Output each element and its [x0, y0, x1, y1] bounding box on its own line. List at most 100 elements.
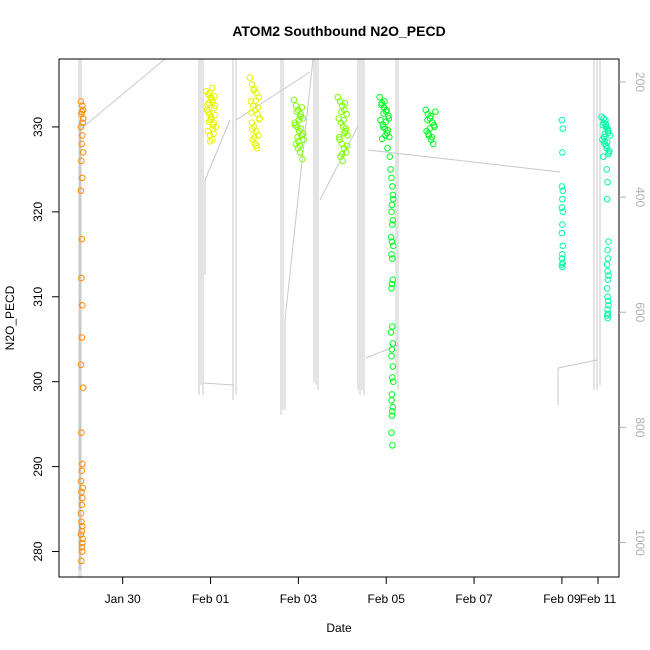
data-point	[387, 329, 395, 336]
data-point	[78, 110, 85, 118]
data-point	[208, 84, 216, 92]
data-point	[386, 153, 394, 160]
data-point	[389, 217, 397, 224]
data-point	[207, 116, 214, 124]
data-point	[388, 251, 395, 258]
data-point	[558, 183, 566, 190]
data-point	[389, 195, 397, 203]
data-point	[78, 108, 86, 115]
data-point	[600, 115, 607, 122]
right-tick-label: 200	[633, 72, 647, 92]
data-point	[211, 111, 219, 119]
data-point	[78, 467, 86, 475]
data-point	[599, 153, 607, 160]
data-point	[388, 391, 396, 398]
data-point	[388, 352, 395, 360]
y-tick-label: 320	[31, 202, 45, 222]
data-point	[603, 261, 611, 268]
profile-segment	[284, 58, 314, 321]
data-point	[77, 361, 85, 369]
data-point	[389, 323, 396, 330]
data-point	[604, 129, 612, 137]
data-point	[559, 195, 566, 203]
right-tick-label: 1000	[633, 529, 647, 556]
x-tick-label: Feb 11	[580, 592, 617, 606]
data-point	[79, 115, 87, 122]
data-point	[605, 301, 612, 309]
data-point	[338, 150, 346, 158]
data-point	[559, 208, 567, 216]
x-tick-label: Feb 05	[368, 592, 406, 606]
data-point	[251, 133, 258, 141]
right-tick-label: 600	[633, 302, 647, 322]
data-point	[383, 106, 390, 114]
plot-frame	[58, 58, 620, 578]
data-point	[559, 221, 566, 228]
data-point	[388, 280, 396, 288]
data-point	[389, 408, 396, 415]
data-point	[297, 113, 304, 121]
data-point	[290, 96, 298, 104]
data-point	[79, 384, 87, 391]
data-point	[425, 130, 432, 138]
data-point	[604, 267, 611, 275]
axes-layer: 280 290 300 310 320 330 200 400 600 800 1000 Jan 30…	[31, 58, 647, 606]
data-point	[79, 106, 87, 114]
data-point	[389, 403, 397, 411]
data-point	[387, 234, 395, 241]
data-point	[559, 125, 567, 132]
data-point	[342, 125, 350, 132]
data-point	[381, 98, 388, 105]
data-point	[79, 149, 87, 156]
data-point	[603, 312, 611, 319]
data-point	[559, 251, 566, 258]
data-point	[78, 527, 86, 535]
x-tick-label: Jan 30	[105, 592, 141, 606]
data-point	[77, 477, 85, 485]
data-point	[299, 155, 306, 163]
data-point	[388, 208, 395, 216]
data-point	[424, 116, 431, 124]
data-point	[78, 543, 86, 551]
data-point	[603, 166, 611, 173]
data-point	[376, 93, 383, 101]
data-point	[558, 204, 566, 211]
data-point	[606, 147, 613, 155]
data-point	[388, 346, 396, 353]
data-point	[77, 98, 85, 105]
data-point	[603, 195, 611, 203]
data-point	[77, 531, 85, 538]
data-point	[343, 110, 350, 118]
data-point	[384, 144, 391, 152]
x-tick-label: Feb 01	[192, 592, 230, 606]
data-point	[389, 183, 396, 190]
data-point	[298, 104, 306, 111]
data-point	[255, 132, 262, 139]
data-point	[428, 133, 436, 141]
data-point	[255, 115, 263, 123]
data-point	[77, 510, 85, 517]
data-point	[77, 123, 85, 131]
data-point	[385, 133, 393, 141]
data-point	[254, 104, 262, 111]
data-point	[379, 123, 387, 131]
data-point	[559, 263, 566, 271]
data-point	[604, 178, 611, 186]
data-point	[429, 140, 437, 148]
data-point	[602, 116, 609, 124]
data-point	[388, 412, 396, 419]
data-point	[295, 116, 303, 124]
data-point	[604, 297, 612, 305]
data-point	[202, 87, 210, 95]
data-point	[604, 246, 611, 254]
data-point	[558, 116, 566, 124]
data-point	[210, 130, 217, 138]
data-point	[388, 397, 395, 404]
data-point	[206, 138, 214, 145]
data-point	[340, 116, 347, 124]
data-point	[79, 484, 87, 492]
data-point	[296, 142, 303, 149]
data-point	[389, 340, 397, 347]
y-tick-label: 290	[31, 456, 45, 476]
profile-segment	[81, 58, 166, 129]
